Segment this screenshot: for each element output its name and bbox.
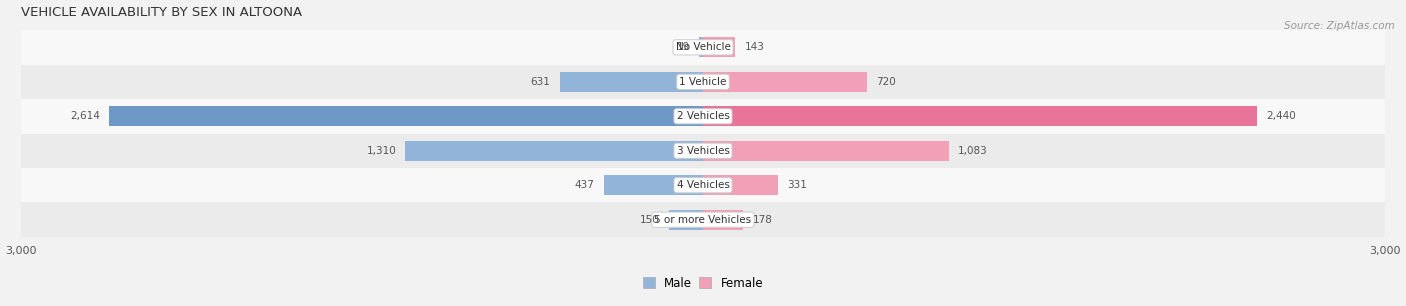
Bar (603, 175, 703, 195)
Text: No Vehicle: No Vehicle (675, 42, 731, 52)
Bar (560, 72, 703, 92)
Text: 178: 178 (752, 215, 772, 225)
Text: 720: 720 (876, 77, 896, 87)
Text: VEHICLE AVAILABILITY BY SEX IN ALTOONA: VEHICLE AVAILABILITY BY SEX IN ALTOONA (21, 6, 302, 19)
Bar (405, 141, 703, 161)
Text: 4 Vehicles: 4 Vehicles (676, 180, 730, 190)
Text: 631: 631 (530, 77, 551, 87)
Text: 1,310: 1,310 (367, 146, 396, 156)
Bar (703, 175, 778, 195)
Bar (21, 65, 1385, 99)
Text: 2,440: 2,440 (1267, 111, 1296, 121)
Text: 1,083: 1,083 (957, 146, 988, 156)
Bar (699, 37, 703, 57)
Text: 5 or more Vehicles: 5 or more Vehicles (654, 215, 752, 225)
Bar (21, 168, 1385, 203)
Text: 2 Vehicles: 2 Vehicles (676, 111, 730, 121)
Text: 331: 331 (787, 180, 807, 190)
Text: 19: 19 (676, 42, 689, 52)
Bar (21, 133, 1385, 168)
Bar (703, 37, 735, 57)
Legend: Male, Female: Male, Female (638, 272, 768, 294)
Bar (703, 141, 949, 161)
Bar (669, 210, 703, 230)
Text: Source: ZipAtlas.com: Source: ZipAtlas.com (1284, 21, 1395, 32)
Bar (110, 106, 703, 126)
Text: 3 Vehicles: 3 Vehicles (676, 146, 730, 156)
Bar (703, 106, 1257, 126)
Bar (21, 99, 1385, 133)
Bar (21, 203, 1385, 237)
Bar (703, 72, 866, 92)
Text: 150: 150 (640, 215, 659, 225)
Text: 1 Vehicle: 1 Vehicle (679, 77, 727, 87)
Text: 437: 437 (575, 180, 595, 190)
Bar (21, 30, 1385, 65)
Text: 2,614: 2,614 (70, 111, 100, 121)
Bar (703, 210, 744, 230)
Text: 143: 143 (745, 42, 765, 52)
